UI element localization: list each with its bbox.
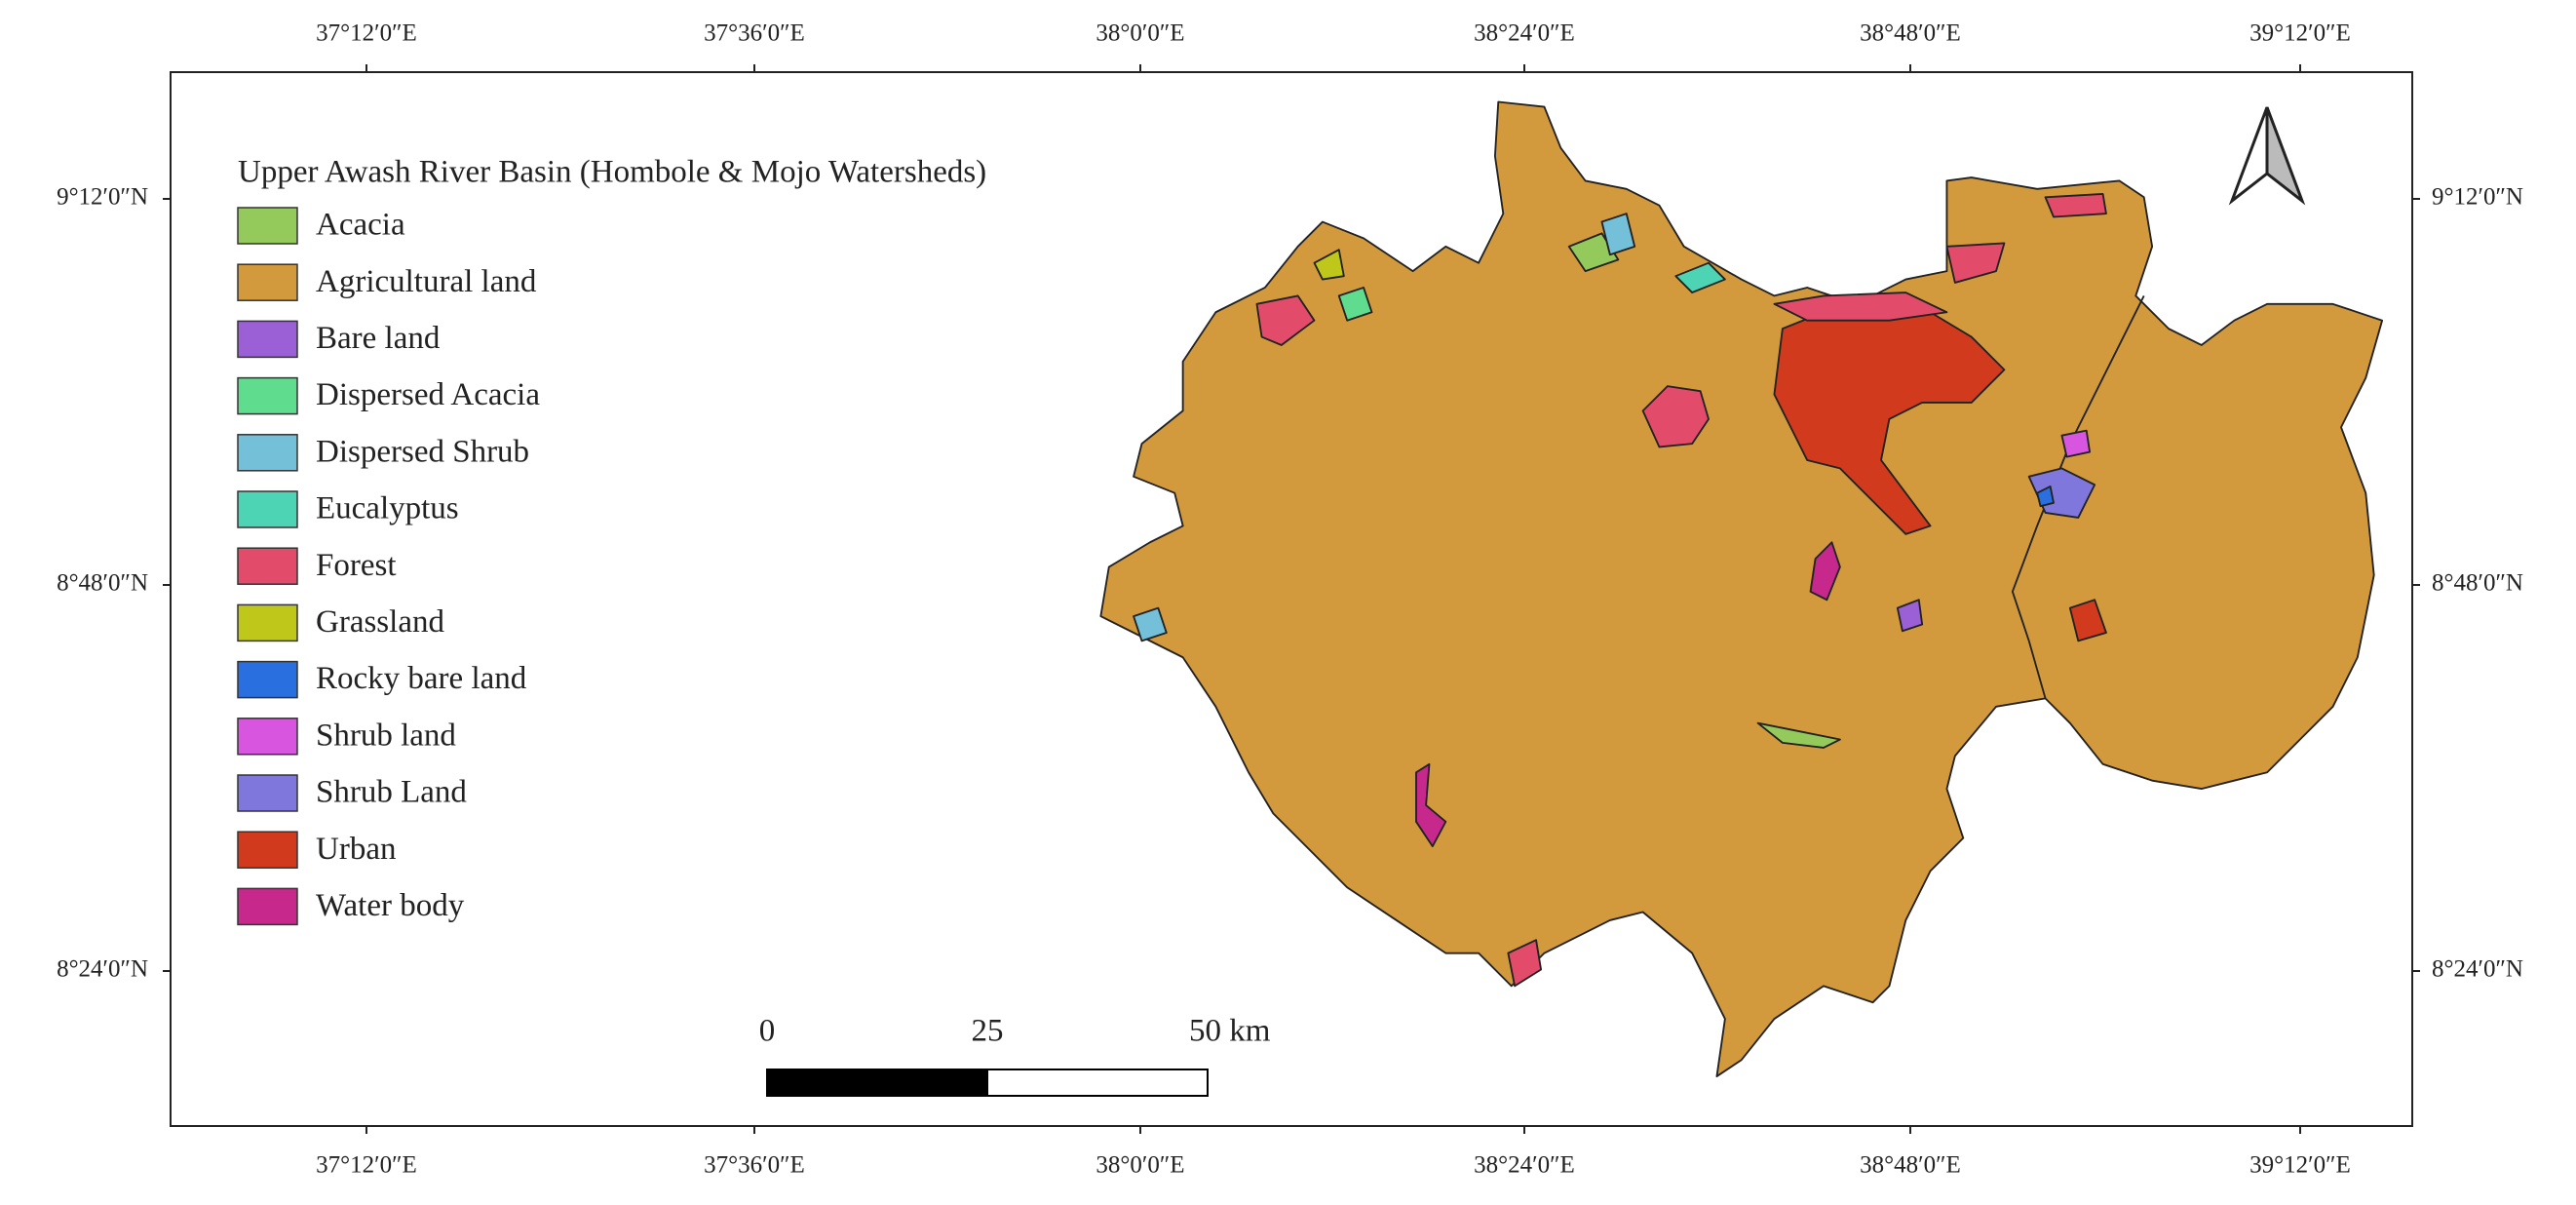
x-tick-label-top: 38°0′0″E <box>1096 20 1184 47</box>
legend-label: Shrub land <box>316 718 456 753</box>
scale-bar-label: 0 <box>759 1014 776 1049</box>
legend-swatch <box>237 376 298 415</box>
x-tick-label-bottom: 37°12′0″E <box>316 1152 417 1179</box>
legend-label: Agricultural land <box>316 264 537 299</box>
eucalyptus-patch <box>1674 261 1726 293</box>
legend-swatch <box>237 660 298 699</box>
x-tick-label-bottom: 37°36′0″E <box>704 1152 805 1179</box>
legend-swatch <box>237 887 298 926</box>
legend-swatch <box>237 207 298 245</box>
grassland-patch <box>1313 249 1345 281</box>
legend-label: Dispersed Acacia <box>316 377 540 412</box>
x-tick-label-top: 37°12′0″E <box>316 20 417 47</box>
legend-label: Eucalyptus <box>316 491 459 526</box>
bare-land-patch <box>1896 599 1924 633</box>
urban-patch <box>2068 599 2107 642</box>
x-tick-label-bottom: 38°0′0″E <box>1096 1152 1184 1179</box>
legend-swatch <box>237 320 298 359</box>
north-arrow <box>2228 106 2306 206</box>
x-tick-label-bottom: 39°12′0″E <box>2249 1152 2351 1179</box>
y-tick-label-right: 9°12′0″N <box>2432 184 2523 211</box>
basin-area <box>1099 100 2384 1077</box>
legend-label: Grassland <box>316 604 444 640</box>
forest-patch <box>1255 294 1316 346</box>
x-tick-label-top: 37°36′0″E <box>704 20 805 47</box>
acacia-patch <box>1567 232 1620 273</box>
legend-label: Forest <box>316 548 397 583</box>
y-tick-label-right: 8°24′0″N <box>2432 956 2523 983</box>
y-tick-label-left: 9°12′0″N <box>57 184 148 211</box>
forest-patch <box>1641 385 1710 448</box>
acacia-patch <box>1756 721 1841 749</box>
shrub-land-patch <box>2060 429 2092 458</box>
legend-label: Rocky bare land <box>316 661 527 696</box>
scale-bar-label: 50 km <box>1189 1014 1271 1049</box>
legend-label: Bare land <box>316 321 441 356</box>
legend-swatch <box>237 718 298 756</box>
legend-swatch <box>237 263 298 301</box>
dispersed-shrub-patch <box>1133 606 1168 642</box>
north-arrow-right <box>2265 106 2306 206</box>
scale-bar-label: 25 <box>972 1014 1004 1049</box>
scale-bar <box>766 1069 1209 1097</box>
legend-swatch <box>237 774 298 812</box>
dispersed-shrub-patch <box>1600 213 1636 256</box>
y-tick-label-left: 8°24′0″N <box>57 956 148 983</box>
legend-swatch <box>237 434 298 472</box>
x-tick-label-top: 38°24′0″E <box>1474 20 1575 47</box>
legend-label: Urban <box>316 832 396 867</box>
legend-swatch <box>237 831 298 869</box>
y-tick-label-right: 8°48′0″N <box>2432 570 2523 597</box>
legend-swatch <box>237 547 298 585</box>
forest-patch <box>1773 292 1948 322</box>
x-tick-label-bottom: 38°24′0″E <box>1474 1152 1575 1179</box>
x-tick-label-top: 39°12′0″E <box>2249 20 2351 47</box>
forest-patch <box>2044 192 2107 218</box>
water-patch <box>1415 762 1447 848</box>
water-patch <box>1809 541 1841 602</box>
forest-patch <box>1945 242 2006 284</box>
legend-swatch <box>237 490 298 528</box>
legend-swatch <box>237 603 298 642</box>
dispersed-acacia-patch <box>1337 287 1373 322</box>
x-tick-label-top: 38°48′0″E <box>1860 20 1961 47</box>
watershed-divide <box>2011 294 2145 699</box>
basin-map <box>1099 100 2384 1077</box>
legend-title: Upper Awash River Basin (Hombole & Mojo … <box>238 155 986 190</box>
scale-bar-white <box>986 1069 1209 1097</box>
legend-label: Water body <box>316 888 465 923</box>
scale-bar-black <box>766 1069 988 1097</box>
y-tick-label-left: 8°48′0″N <box>57 570 148 597</box>
legend-label: Dispersed Shrub <box>316 434 529 469</box>
rocky-patch <box>2036 486 2055 508</box>
x-tick-label-bottom: 38°48′0″E <box>1860 1152 1961 1179</box>
legend-label: Acacia <box>316 208 405 243</box>
forest-patch <box>1507 939 1543 988</box>
legend-label: Shrub Land <box>316 775 467 810</box>
